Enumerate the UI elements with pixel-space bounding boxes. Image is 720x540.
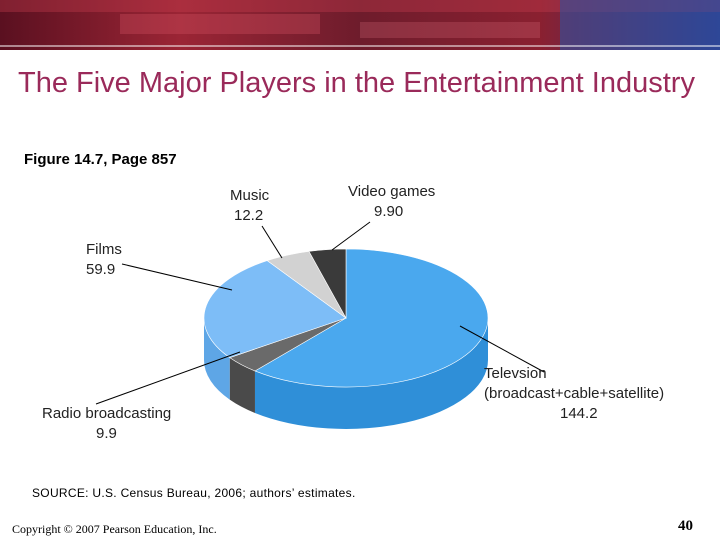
pie-slice-2 [203,260,347,358]
slice-label-2-0: Films [86,241,122,258]
pie-slice-4 [308,248,347,320]
source-note: SOURCE: U.S. Census Bureau, 2006; author… [32,486,356,500]
slice-value-2: 59.9 [86,261,115,278]
pie-side-0 [254,318,488,429]
pie-chart: Televsion (broadcast+cable+satellite) 144.… [42,183,664,442]
leader-line-4 [331,221,371,251]
figure-reference: Figure 14.7, Page 857 [24,151,177,168]
slice-label-4-0: Video games [348,183,435,200]
slice-label-1-0: Radio broadcasting [42,405,171,422]
pie-side-2 [204,318,230,400]
pie-slice-0 [254,248,489,388]
slice-label-0-0: Televsion [484,365,547,382]
slice-label-3-0: Music [230,187,270,204]
slice-value-4: 9.90 [374,203,403,220]
leader-line-2 [121,263,233,291]
leader-line-3 [261,225,283,259]
leader-line-0 [459,325,545,373]
slice-value-1: 9.9 [96,425,117,442]
pie-side-1 [229,357,255,413]
slice-value-0: 144.2 [560,405,598,422]
slide-title: The Five Major Players in the Entertainm… [18,67,695,99]
slice-label-0-1: (broadcast+cable+satellite) [484,385,664,402]
slice-value-3: 12.2 [234,207,263,224]
copyright-notice: Copyright © 2007 Pearson Education, Inc. [12,522,217,536]
leader-line-1 [95,351,241,405]
banner-graphic [0,0,720,50]
header-banner [0,0,720,50]
page-number: 40 [678,518,693,534]
